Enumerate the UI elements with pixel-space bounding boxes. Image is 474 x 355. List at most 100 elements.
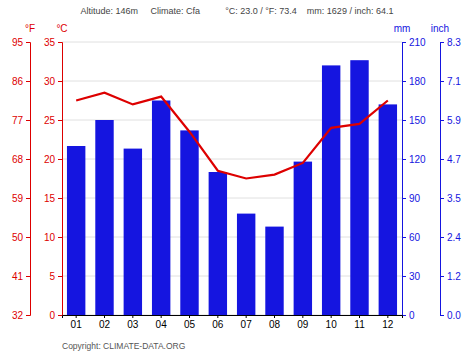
tick: 05 (184, 315, 196, 330)
tick-label: 7.1 (447, 76, 461, 87)
tick: 25 (44, 115, 62, 126)
bar-series (67, 60, 397, 315)
bar (265, 227, 283, 315)
x-axis: 010203040506070809101112 (63, 315, 403, 330)
tick-label: 11 (354, 319, 365, 330)
y-axis-f: 32 41 50 59 68 77 86 95 (12, 37, 31, 321)
tick-label: 59 (12, 193, 24, 204)
tick: 30 (402, 271, 421, 282)
tick-mark (104, 315, 105, 318)
tick-label: 5 (49, 271, 55, 282)
tick-mark (26, 81, 30, 82)
tick-mark (359, 315, 360, 318)
tick-label: 210 (409, 37, 426, 48)
tick: 06 (212, 315, 224, 330)
tick-label: 4.7 (447, 154, 461, 165)
tick-label: 50 (12, 232, 24, 243)
tick: 11 (354, 315, 365, 330)
tick-label: 09 (297, 319, 309, 330)
tick-label: 95 (12, 37, 24, 48)
tick: 3.5 (440, 193, 461, 204)
tick-mark (440, 42, 444, 43)
y-axis-inch: 0.01.22.43.54.75.97.18.3 (440, 37, 461, 321)
tick-mark (26, 276, 30, 277)
bar (379, 104, 397, 315)
tick-label: 0 (49, 310, 55, 321)
tick-label: 30 (44, 76, 56, 87)
tick-mark (26, 120, 30, 121)
tick-mark (161, 315, 162, 318)
tick-label: 150 (409, 115, 426, 126)
tick-label: 3.5 (447, 193, 461, 204)
tick-mark (440, 159, 444, 160)
tick: 07 (241, 315, 253, 330)
tick: 60 (402, 232, 421, 243)
tick-mark (302, 315, 303, 318)
bar (180, 130, 198, 315)
axis-title: °C (56, 23, 67, 34)
tick-label: 30 (409, 271, 421, 282)
tick: 32 (12, 310, 30, 321)
axis-title: inch (431, 23, 449, 34)
bar (95, 120, 113, 315)
tick: 68 (12, 154, 30, 165)
bar (67, 146, 85, 315)
axis-title: mm (394, 23, 411, 34)
tick-mark (132, 315, 133, 318)
annotation: Copyright: CLIMATE-DATA.ORG (62, 341, 185, 351)
tick: 8.3 (440, 37, 461, 48)
bar (124, 149, 142, 315)
tick: 0 (49, 310, 62, 321)
y-axis-mm: 0306090120150180210 (402, 37, 426, 321)
tick-label: 15 (44, 193, 56, 204)
tick: 90 (402, 193, 421, 204)
axis-line (441, 43, 445, 316)
tick-mark (58, 81, 62, 82)
tick-label: 06 (212, 319, 224, 330)
bar (209, 172, 227, 315)
tick-mark (440, 198, 444, 199)
tick-label: 41 (12, 271, 24, 282)
tick-label: 86 (12, 76, 24, 87)
tick-mark (440, 276, 444, 277)
tick-label: 20 (44, 154, 56, 165)
tick: 150 (402, 115, 426, 126)
tick-label: 07 (241, 319, 253, 330)
tick-mark (331, 315, 332, 318)
tick: 0 (402, 310, 415, 321)
tick: 41 (12, 271, 30, 282)
tick: 30 (44, 76, 62, 87)
tick-label: 10 (44, 232, 56, 243)
tick-mark (58, 198, 62, 199)
tick-label: 05 (184, 319, 196, 330)
tick-mark (189, 315, 190, 318)
tick-mark (58, 159, 62, 160)
grid (62, 42, 402, 315)
tick-mark (26, 315, 30, 316)
tick: 5.9 (440, 115, 461, 126)
tick: 7.1 (440, 76, 461, 87)
tick: 03 (127, 315, 139, 330)
tick-mark (387, 315, 388, 318)
tick-label: 1.2 (447, 271, 461, 282)
tick-mark (76, 315, 77, 318)
bar (350, 60, 368, 315)
tick-mark (402, 159, 406, 160)
tick-label: 03 (127, 319, 139, 330)
tick-mark (440, 81, 444, 82)
bar (237, 214, 255, 315)
axis-line (403, 43, 407, 316)
tick-label: 90 (409, 193, 421, 204)
tick-label: 0.0 (447, 310, 461, 321)
tick-label: 5.9 (447, 115, 461, 126)
tick: 02 (99, 315, 111, 330)
tick-label: 10 (326, 319, 338, 330)
bar (322, 65, 340, 315)
tick-mark (26, 42, 30, 43)
tick: 08 (269, 315, 281, 330)
tick-mark (26, 198, 30, 199)
tick-label: 77 (12, 115, 24, 126)
tick-label: 01 (71, 319, 83, 330)
axis-line (58, 43, 63, 316)
tick: 77 (12, 115, 30, 126)
